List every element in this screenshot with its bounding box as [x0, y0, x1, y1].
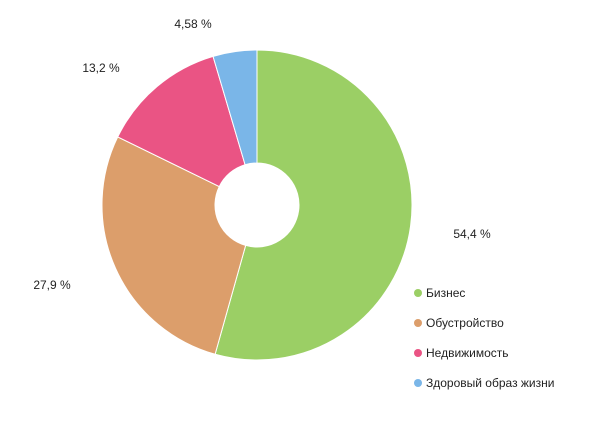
data-labels-group: 54,4 % 27,9 % 13,2 % 4,58 %: [33, 17, 491, 292]
slices-group: [101, 49, 413, 361]
legend-item-1: Обустройство: [414, 316, 504, 330]
legend-label-2: Недвижимость: [426, 346, 509, 360]
legend-item-0: Бизнес: [414, 286, 465, 300]
slice-0: [214, 49, 413, 361]
legend-marker-0: [414, 289, 422, 297]
legend-label-0: Бизнес: [426, 286, 465, 300]
legend-item-3: Здоровый образ жизни: [414, 376, 554, 390]
legend-marker-2: [414, 349, 422, 357]
legend-item-2: Недвижимость: [414, 346, 509, 360]
legend: Бизнес Обустройство Недвижимость Здоровый о…: [414, 286, 554, 390]
legend-label-3: Здоровый образ жизни: [426, 376, 554, 390]
legend-label-1: Обустройство: [426, 316, 504, 330]
legend-marker-1: [414, 319, 422, 327]
data-label-0: 54,4 %: [453, 227, 491, 241]
legend-marker-3: [414, 379, 422, 387]
slice-1: [101, 136, 247, 355]
slice-3: [212, 49, 258, 166]
data-label-1: 27,9 %: [33, 278, 71, 292]
slice-2: [117, 55, 246, 188]
data-label-3: 4,58 %: [174, 17, 212, 31]
data-label-2: 13,2 %: [82, 61, 120, 75]
